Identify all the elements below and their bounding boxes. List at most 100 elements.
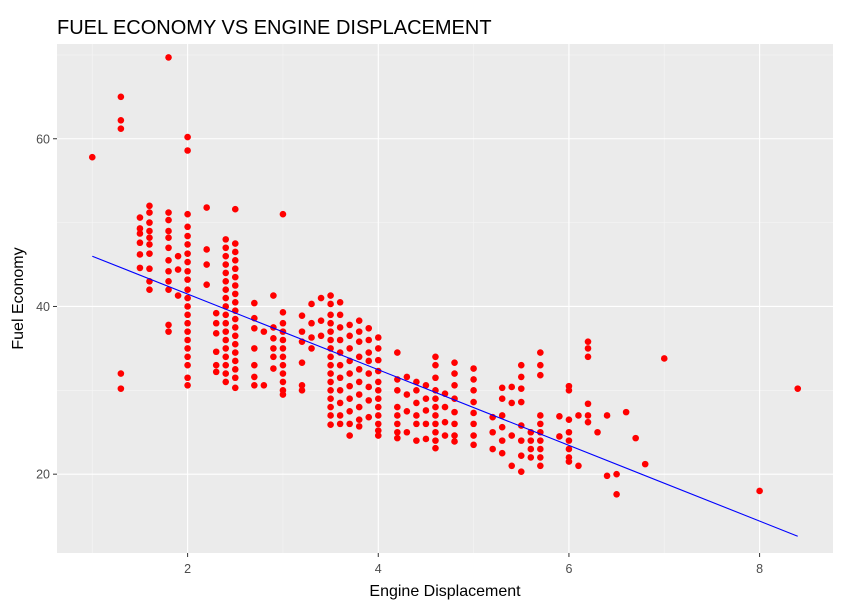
data-point	[165, 54, 172, 61]
data-point	[355, 317, 363, 325]
data-point	[251, 361, 258, 369]
data-point	[422, 435, 430, 443]
data-point	[432, 403, 439, 411]
data-point	[222, 361, 230, 369]
data-point	[327, 336, 334, 344]
data-point	[212, 361, 220, 369]
minor-gridlines	[57, 44, 833, 553]
data-point	[174, 266, 182, 273]
data-point	[165, 234, 172, 242]
data-point	[212, 329, 220, 337]
data-point	[432, 395, 439, 403]
data-point	[184, 361, 191, 369]
data-point	[165, 278, 172, 285]
data-point	[279, 353, 287, 361]
data-point	[222, 328, 230, 335]
data-point	[470, 432, 477, 439]
data-point	[308, 345, 315, 352]
data-point	[346, 407, 353, 415]
data-point	[336, 361, 344, 369]
data-point	[222, 319, 230, 327]
data-point	[327, 300, 334, 308]
data-point	[346, 370, 353, 377]
data-point	[165, 216, 172, 224]
data-point	[117, 125, 125, 132]
data-point	[517, 385, 525, 392]
data-point	[336, 311, 344, 319]
data-point	[279, 361, 287, 369]
data-point	[117, 93, 125, 101]
data-point	[374, 378, 382, 386]
data-point	[508, 399, 516, 407]
data-point	[165, 227, 172, 235]
data-point	[222, 345, 230, 352]
data-point	[346, 332, 353, 340]
data-point	[517, 361, 525, 369]
data-point	[422, 395, 430, 403]
data-point	[556, 413, 563, 420]
data-point	[355, 338, 363, 345]
data-point	[413, 437, 420, 444]
data-point	[632, 434, 639, 442]
data-point	[146, 265, 153, 273]
data-point	[117, 117, 125, 124]
data-point	[327, 328, 334, 335]
data-point	[794, 385, 802, 392]
data-point	[260, 381, 268, 389]
data-point	[537, 412, 544, 419]
x-tick-label: 8	[756, 562, 763, 576]
data-point	[365, 336, 373, 344]
y-tick-label: 20	[36, 468, 50, 482]
data-point	[517, 437, 525, 444]
data-point	[470, 420, 477, 428]
data-point	[527, 454, 535, 461]
x-tick-label: 6	[565, 562, 572, 576]
data-point	[270, 345, 277, 352]
chart-title: FUEL ECONOMY VS ENGINE DISPLACEMENT	[57, 17, 492, 39]
data-point	[508, 383, 516, 391]
data-point	[270, 365, 277, 372]
data-point	[327, 353, 334, 361]
data-point	[346, 321, 353, 329]
data-point	[613, 470, 620, 478]
data-point	[355, 403, 363, 411]
data-point	[498, 412, 506, 419]
data-point	[203, 204, 210, 211]
data-point	[336, 399, 344, 407]
data-point	[184, 241, 191, 248]
data-point	[374, 412, 382, 419]
data-point	[327, 421, 334, 429]
data-point	[603, 412, 611, 419]
data-point	[203, 281, 210, 288]
data-point	[336, 387, 344, 394]
data-point	[184, 223, 191, 231]
data-point	[279, 345, 287, 352]
x-tick-label: 2	[184, 562, 191, 576]
data-point	[451, 370, 458, 377]
data-point	[441, 432, 449, 439]
data-point	[136, 239, 144, 247]
data-point	[184, 210, 191, 218]
data-point	[184, 303, 191, 310]
data-point	[432, 428, 439, 436]
data-point	[279, 336, 287, 344]
data-point	[422, 381, 430, 389]
data-point	[374, 420, 382, 428]
data-point	[222, 252, 230, 260]
data-point	[603, 472, 611, 480]
x-axis-title: Engine Displacement	[369, 583, 521, 600]
data-point	[403, 391, 411, 398]
data-point	[222, 311, 230, 319]
data-point	[641, 460, 649, 468]
data-point	[222, 244, 230, 252]
data-point	[374, 356, 382, 364]
data-point	[498, 395, 506, 403]
data-point	[88, 153, 96, 161]
data-point	[451, 381, 458, 389]
data-point	[327, 319, 334, 327]
data-point	[184, 381, 191, 389]
data-point	[270, 292, 277, 299]
data-point	[222, 336, 230, 344]
data-point	[355, 391, 363, 398]
data-point	[146, 202, 153, 210]
